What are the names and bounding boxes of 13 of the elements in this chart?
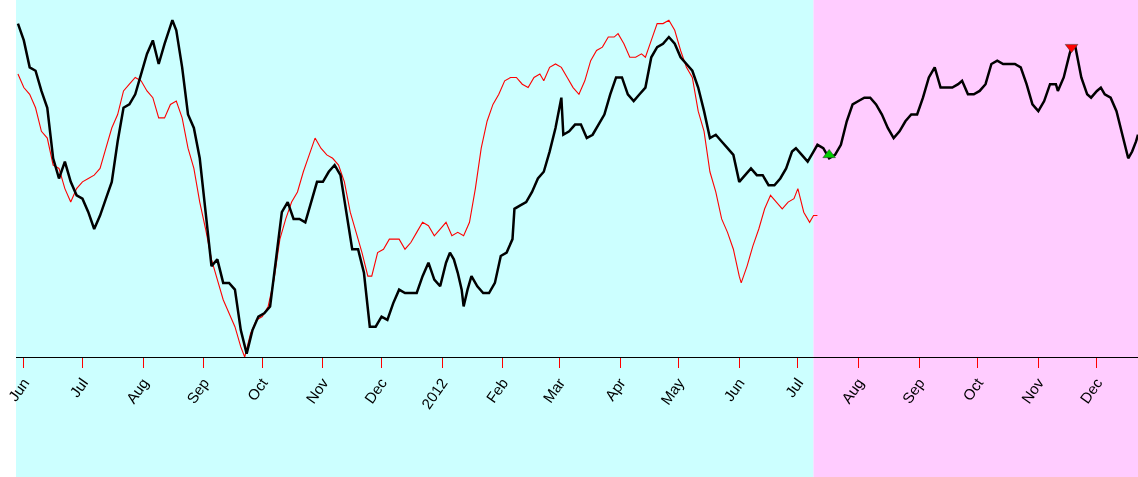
x-tick-label: Feb: [482, 374, 512, 406]
x-tick-label: Sep: [898, 374, 928, 407]
x-tick-label: Dec: [360, 374, 391, 407]
x-tick-label: Jul: [781, 374, 807, 401]
x-tick-label: Oct: [243, 374, 272, 404]
x-tick-label: Jun: [4, 374, 33, 405]
x-tick-label: Sep: [183, 374, 213, 407]
x-tick-label: Jun: [720, 374, 748, 405]
x-tick-label: Dec: [1076, 374, 1106, 407]
x-tick-label: Oct: [959, 374, 987, 404]
x-tick-label: Jul: [66, 374, 92, 401]
x-tick-label: Apr: [601, 374, 629, 404]
x-tick-label: Mar: [539, 374, 569, 406]
